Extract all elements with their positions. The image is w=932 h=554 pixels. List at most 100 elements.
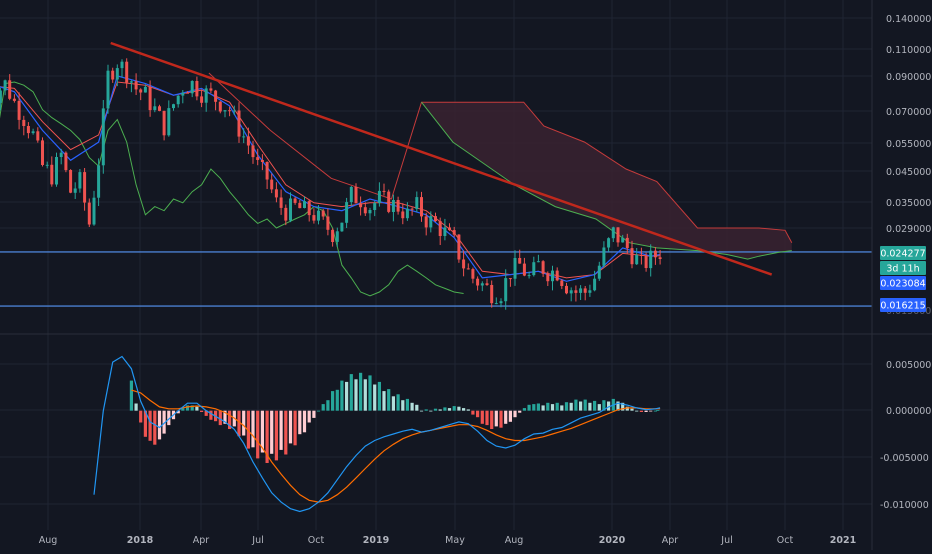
candle (611, 226, 615, 242)
histogram-bar (433, 408, 438, 411)
candle-body (546, 273, 550, 282)
candle (644, 252, 648, 272)
candle-body (64, 152, 68, 171)
candle-body (270, 179, 274, 190)
candle-body (298, 202, 302, 209)
histogram-bar (284, 410, 288, 455)
time-tick-label: Aug (39, 535, 58, 546)
candle (331, 228, 335, 247)
macd-line (93, 355, 661, 513)
price-label-tag (880, 261, 926, 275)
candle (289, 192, 292, 223)
histogram-bar (447, 408, 452, 411)
histogram-bar (316, 410, 321, 412)
candle (490, 280, 494, 308)
candle (298, 200, 302, 209)
macd-histogram (129, 372, 660, 463)
ma-slow-line (0, 81, 661, 279)
candle (87, 198, 91, 227)
candle (368, 207, 372, 221)
candle (284, 204, 288, 226)
time-axis[interactable]: Aug 2018 Apr Jul Oct 2019 May Aug 2020 Apr Jul Oct 2… (39, 535, 857, 546)
candle-body (36, 131, 40, 141)
candle (494, 297, 498, 305)
macd-axis[interactable]: 0.005000 0.000000 -0.005000 -0.010000 (880, 360, 931, 511)
time-tick-label: Apr (193, 535, 210, 546)
candle (17, 92, 21, 130)
candle (317, 205, 320, 225)
candle (312, 208, 316, 224)
candle (639, 247, 643, 265)
candle (625, 233, 629, 254)
time-tick-label: 2019 (363, 535, 389, 546)
histogram-bar (419, 410, 424, 412)
time-tick-label: Jul (251, 535, 263, 546)
time-tick-label: 2021 (830, 535, 856, 546)
candle (228, 106, 232, 117)
price-label-tag (880, 246, 926, 260)
candle (69, 169, 73, 194)
price-tick-label: 0.110000 (886, 45, 931, 56)
candle (106, 64, 110, 114)
candle (303, 196, 306, 209)
candle (462, 250, 466, 277)
candle-body (195, 81, 199, 97)
candle (560, 279, 564, 290)
price-tick-label: 0.035000 (886, 198, 931, 209)
candle (101, 100, 105, 174)
candle (307, 199, 311, 222)
candle-body (73, 188, 77, 193)
candle (410, 207, 414, 216)
candle (134, 73, 138, 95)
candle-body (513, 258, 517, 279)
histogram-bar (621, 402, 625, 411)
candle-body (153, 106, 157, 111)
candle (471, 267, 475, 284)
candle (279, 189, 283, 215)
candle-body (97, 165, 101, 198)
candle (354, 183, 358, 204)
histogram-bar (391, 396, 395, 411)
histogram-bar (616, 401, 620, 411)
histogram-bar (410, 402, 414, 411)
candle (607, 237, 611, 252)
descending-trendline[interactable] (110, 41, 773, 276)
candle-body (499, 301, 503, 304)
candle (583, 286, 587, 301)
candle (22, 115, 26, 136)
candle-body (59, 152, 63, 157)
candle (527, 271, 531, 279)
candle-body (420, 197, 423, 217)
time-tick-label: Oct (308, 535, 325, 546)
histogram-bar (228, 410, 232, 429)
candle (391, 194, 395, 222)
candle-body (22, 119, 26, 126)
histogram-bar (546, 402, 550, 411)
histogram-bar (607, 401, 611, 411)
histogram-bar (377, 381, 381, 411)
candle (532, 256, 536, 277)
candle-body (541, 261, 545, 274)
candle-body (260, 160, 264, 162)
candle-body (129, 81, 133, 83)
candle (546, 271, 550, 286)
histogram-bar (349, 374, 353, 411)
candle-body (246, 136, 250, 146)
candle-body (204, 88, 208, 103)
histogram-bar (560, 405, 564, 411)
candle (621, 234, 625, 243)
candle-body (92, 197, 96, 225)
trendline-layer[interactable] (110, 41, 773, 276)
histogram-bar (195, 406, 199, 411)
histogram-bar (270, 410, 274, 454)
histogram-bar (312, 410, 316, 418)
candle-body (602, 247, 606, 266)
histogram-bar (579, 401, 583, 411)
histogram-bar (251, 410, 255, 448)
candle-body (167, 108, 171, 136)
candle-body (31, 131, 35, 134)
candle-body (293, 198, 297, 203)
candle-body (111, 70, 115, 80)
histogram-bar (302, 410, 307, 433)
